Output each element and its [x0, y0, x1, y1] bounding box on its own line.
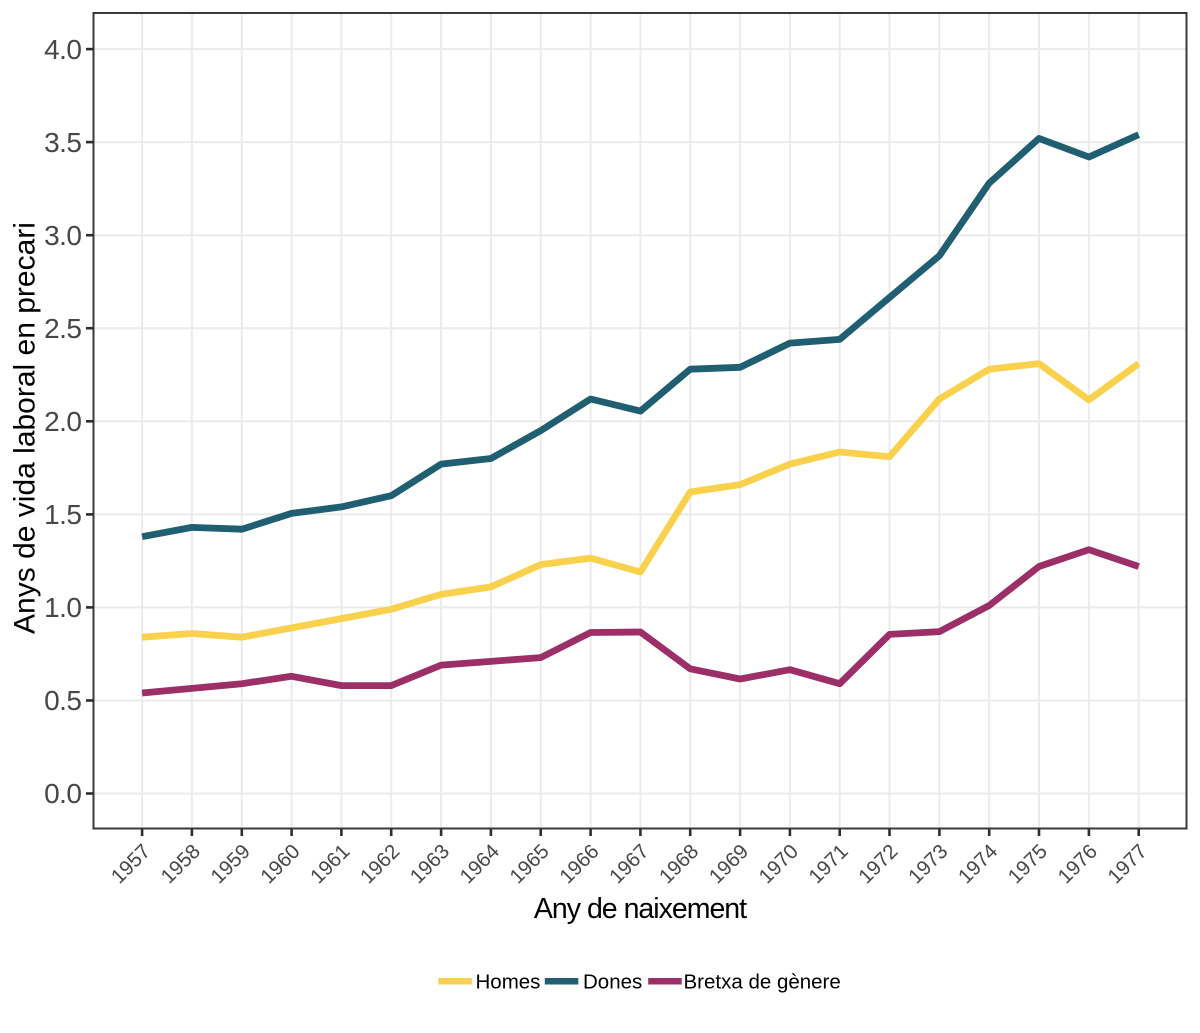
svg-text:Any de naixement: Any de naixement — [534, 893, 747, 925]
svg-text:1.0: 1.0 — [44, 592, 81, 623]
svg-text:0.5: 0.5 — [44, 685, 81, 716]
svg-text:0.0: 0.0 — [44, 778, 81, 809]
svg-text:Anys de vida laboral en precar: Anys de vida laboral en precari — [9, 222, 42, 634]
svg-text:Homes: Homes — [476, 971, 541, 994]
svg-text:Bretxa de gènere: Bretxa de gènere — [684, 971, 841, 994]
svg-text:4.0: 4.0 — [44, 34, 81, 65]
svg-text:1.5: 1.5 — [44, 499, 81, 530]
svg-text:2.5: 2.5 — [44, 313, 81, 344]
svg-text:2.0: 2.0 — [44, 406, 81, 437]
svg-text:3.5: 3.5 — [44, 127, 81, 158]
svg-text:Dones: Dones — [583, 971, 642, 994]
svg-text:3.0: 3.0 — [44, 220, 81, 251]
